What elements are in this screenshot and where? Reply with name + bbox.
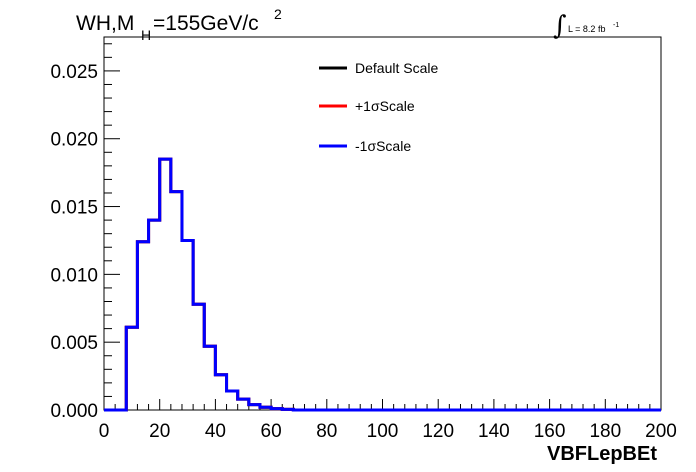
y-tick-label: 0.020 [50, 130, 98, 151]
y-axis: 0.000 0.005 0.010 0.015 0.020 0.025 [50, 43, 120, 422]
title-main: WH,M [76, 12, 134, 35]
x-tick-label: 120 [422, 421, 454, 442]
legend-label: +1σScale [355, 98, 415, 114]
y-tick-label: 0.000 [50, 401, 98, 422]
series-line [104, 157, 661, 412]
x-tick-label: 20 [149, 421, 170, 442]
title-subscript: H [141, 27, 151, 43]
integral-icon: ∫ [553, 11, 567, 41]
x-tick-label: 0 [99, 421, 110, 442]
series-line [104, 157, 661, 412]
x-axis-title: VBFLepBEt [547, 443, 657, 465]
series-layer [104, 157, 661, 412]
plot-frame [103, 36, 662, 411]
x-tick-label: 80 [316, 421, 337, 442]
y-tick-label: 0.005 [50, 333, 98, 354]
x-tick-label: 60 [261, 421, 282, 442]
x-tick-label: 140 [478, 421, 510, 442]
y-tick-label: 0.025 [50, 62, 98, 83]
y-tick-label: 0.010 [50, 265, 98, 286]
x-axis: 0 20 40 60 80 100 120 140 160 180 200 [99, 399, 677, 442]
lumi-text: L = 8.2 fb [568, 24, 605, 34]
legend: Default Scale +1σScale -1σScale [319, 60, 438, 154]
x-tick-label: 40 [205, 421, 226, 442]
y-tick-label: 0.015 [50, 198, 98, 219]
title-tail: =155GeV/c [153, 12, 259, 35]
x-tick-label: 100 [367, 421, 399, 442]
lumi-label: ∫ L = 8.2 fb -1 [553, 11, 619, 41]
x-tick-label: 160 [534, 421, 566, 442]
series-line [104, 157, 661, 412]
x-tick-label: 200 [645, 421, 677, 442]
title-superscript: 2 [274, 6, 282, 22]
x-tick-label: 180 [589, 421, 621, 442]
legend-label: -1σScale [355, 138, 411, 154]
legend-label: Default Scale [355, 60, 438, 76]
lumi-superscript: -1 [613, 22, 619, 29]
chart-title: WH,M H =155GeV/c 2 [76, 6, 282, 43]
